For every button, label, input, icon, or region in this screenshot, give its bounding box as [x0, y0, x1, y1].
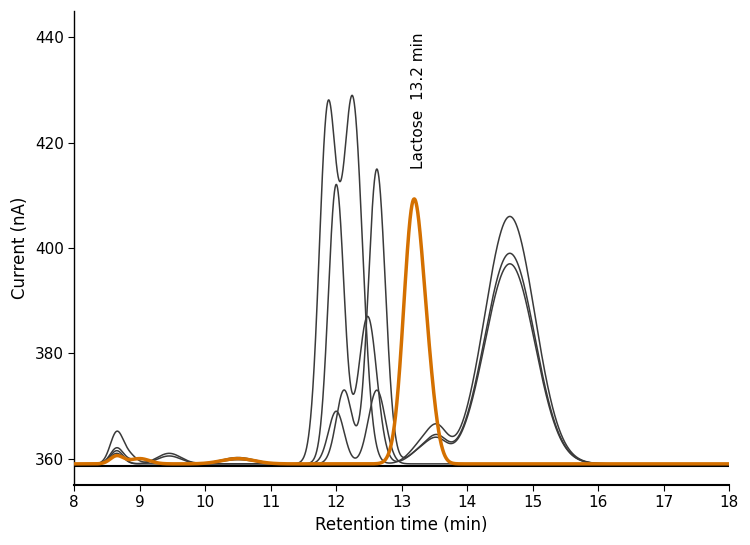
X-axis label: Retention time (min): Retention time (min)	[316, 516, 488, 534]
Text: Lactose  13.2 min: Lactose 13.2 min	[410, 32, 425, 168]
Y-axis label: Current (nA): Current (nA)	[11, 197, 29, 299]
